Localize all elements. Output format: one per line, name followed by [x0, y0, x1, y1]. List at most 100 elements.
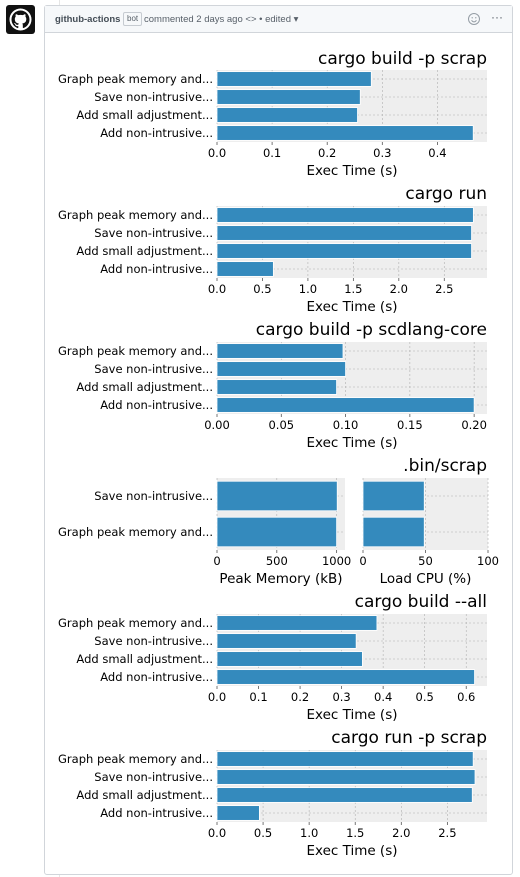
chart-2: cargo run 0.0 0.5 1.0 1.5 2.0 2.5 Exec Time (s)…: [58, 184, 487, 315]
category-label: Graph peak memory and...: [58, 525, 213, 539]
comment-box: github-actions bot commented 2 days ago …: [44, 5, 513, 875]
bar: [216, 261, 274, 277]
bar: [362, 516, 425, 548]
memory-panel-tick-label: 1000: [322, 554, 351, 568]
plot-tick-label: 1.0: [299, 282, 317, 296]
bar: [216, 751, 474, 767]
plot-tick-label: 0.20: [461, 418, 487, 432]
bar: [216, 361, 346, 377]
kebab-horizontal-icon[interactable]: ···: [491, 10, 503, 24]
plot-tick-label: 2.5: [438, 826, 456, 840]
category-label: Add small adjustment...: [76, 788, 213, 802]
bar: [216, 397, 475, 413]
bar: [216, 480, 338, 512]
chart-title: cargo build --all: [355, 592, 487, 612]
category-label: Add non-intrusive...: [100, 670, 213, 684]
plot-axis-label: Exec Time (s): [306, 435, 397, 451]
bar: [216, 343, 344, 359]
chart-5: cargo build --all 0.0 0.1 0.2 0.3 0.4 0.5 0.6 Ex…: [58, 592, 487, 723]
plot-axis-label: Exec Time (s): [306, 299, 397, 315]
chart-title: cargo build -p scdlang-core: [256, 320, 487, 340]
plot-tick-label: 2.0: [390, 282, 408, 296]
comment-header: github-actions bot commented 2 days ago …: [45, 6, 512, 33]
category-label: Add small adjustment...: [76, 244, 213, 258]
plot-tick-label: 1.5: [346, 826, 364, 840]
plot-tick-label: 0.5: [254, 826, 272, 840]
bar: [216, 769, 476, 785]
plot-tick-label: 0.4: [428, 146, 446, 160]
plot-axis-label: Exec Time (s): [306, 707, 397, 723]
category-label: Save non-intrusive...: [94, 226, 213, 240]
github-mark-icon: [9, 8, 32, 31]
plot-axis-label: Exec Time (s): [306, 163, 397, 179]
smiley-icon[interactable]: [467, 12, 481, 29]
plot-tick-label: 0.00: [204, 418, 230, 432]
category-label: Graph peak memory and...: [58, 208, 213, 222]
bar: [216, 669, 475, 685]
category-label: Graph peak memory and...: [58, 72, 213, 86]
category-label: Save non-intrusive...: [94, 90, 213, 104]
plot-tick-label: 1.5: [344, 282, 362, 296]
cpu-panel-tick-label: 0: [359, 554, 366, 568]
plot-tick-label: 0.0: [208, 826, 226, 840]
category-label: Save non-intrusive...: [94, 634, 213, 648]
avatar[interactable]: [6, 5, 35, 34]
plot-tick-label: 2.5: [435, 282, 453, 296]
plot-tick-label: 0.15: [397, 418, 423, 432]
plot-tick-label: 0.0: [208, 690, 226, 704]
chart-1: cargo build -p scrap 0.0 0.1 0.2 0.3 0.4 Exec …: [58, 49, 487, 179]
plot-tick-label: 0.3: [332, 690, 350, 704]
bar: [216, 71, 372, 87]
plot-tick-label: 0.3: [373, 146, 391, 160]
plot-tick-label: 0.0: [208, 146, 226, 160]
memory-panel-axis-label: Peak Memory (kB): [219, 571, 342, 587]
bar: [216, 125, 474, 141]
plot-tick-label: 0.0: [208, 282, 226, 296]
bar: [216, 633, 357, 649]
plot-tick-label: 0.5: [416, 690, 434, 704]
category-label: Save non-intrusive...: [94, 770, 213, 784]
plot-tick-label: 2.0: [392, 826, 410, 840]
category-label: Graph peak memory and...: [58, 616, 213, 630]
category-label: Save non-intrusive...: [94, 489, 213, 503]
plot-tick-label: 0.10: [333, 418, 359, 432]
category-label: Add non-intrusive...: [100, 126, 213, 140]
category-label: Add non-intrusive...: [100, 262, 213, 276]
bar: [216, 615, 378, 631]
plot-tick-label: 0.2: [318, 146, 336, 160]
category-label: Add non-intrusive...: [100, 806, 213, 820]
category-label: Add non-intrusive...: [100, 398, 213, 412]
plot-tick-label: 0.05: [268, 418, 294, 432]
bar: [216, 805, 260, 821]
plot-tick-label: 0.1: [263, 146, 281, 160]
plot-tick-label: 0.5: [253, 282, 271, 296]
bar: [216, 89, 361, 105]
author-link[interactable]: github-actions: [55, 14, 121, 25]
memory-panel-tick-label: 0: [213, 554, 220, 568]
category-label: Graph peak memory and...: [58, 344, 213, 358]
plot-tick-label: 1.0: [300, 826, 318, 840]
bar: [216, 379, 337, 395]
category-label: Save non-intrusive...: [94, 362, 213, 376]
chart-title: .bin/scrap: [403, 456, 487, 476]
bar: [216, 651, 363, 667]
plot-tick-label: 0.6: [457, 690, 475, 704]
bar: [216, 243, 472, 259]
bar: [216, 787, 473, 803]
chart-3: cargo build -p scdlang-core 0.00 0.05 0.10 0…: [58, 320, 487, 451]
bar: [216, 516, 338, 548]
category-label: Graph peak memory and...: [58, 752, 213, 766]
plot-axis-label: Exec Time (s): [306, 843, 397, 859]
bot-badge: bot: [123, 12, 143, 26]
memory-panel-tick-label: 500: [266, 554, 288, 568]
chart-6: cargo run -p scrap 0.0 0.5 1.0 1.5 2.0 2.5 Exec…: [58, 728, 487, 859]
comment-meta[interactable]: commented 2 days ago <> • edited ▾: [144, 14, 299, 25]
bar: [216, 225, 472, 241]
benchmark-charts: cargo build -p scrap 0.0 0.1 0.2 0.3 0.4 Exec …: [58, 49, 499, 859]
bar: [362, 480, 425, 512]
plot-tick-label: 0.2: [291, 690, 309, 704]
bar: [216, 207, 474, 223]
category-label: Add small adjustment...: [76, 652, 213, 666]
chart-4: .bin/scrap 0 500 1000 Peak Memory (kB) 0 50 100…: [58, 456, 499, 587]
chart-title: cargo build -p scrap: [318, 49, 487, 69]
